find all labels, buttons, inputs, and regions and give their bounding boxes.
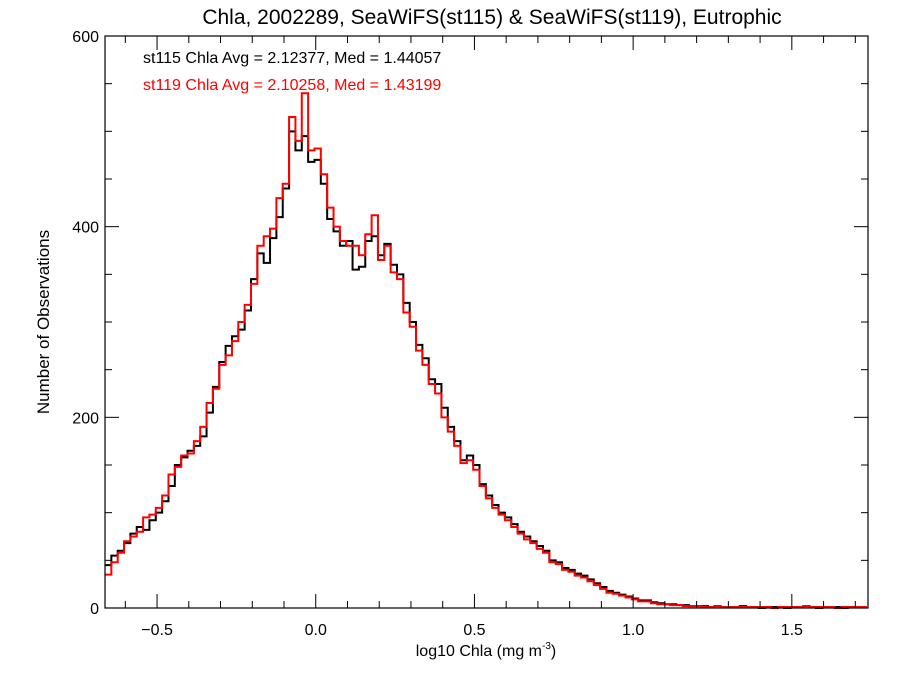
- y-tick-label: 600: [72, 29, 99, 46]
- x-tick-label: 0.0: [305, 622, 327, 639]
- x-axis-label: log10 Chla (mg m-3): [416, 641, 557, 660]
- y-axis-label: Number of Observations: [34, 230, 53, 414]
- annotation-st115: st115 Chla Avg = 2.12377, Med = 1.44057: [143, 50, 441, 67]
- x-axis-label-main: log10 Chla (mg m: [416, 643, 542, 660]
- series-st119: [105, 92, 867, 609]
- chart-title: Chla, 2002289, SeaWiFS(st115) & SeaWiFS(…: [202, 6, 781, 29]
- x-tick-label: −0.5: [141, 622, 173, 639]
- y-tick-label: 200: [72, 410, 99, 427]
- series-layer: [105, 92, 867, 609]
- x-tick-label: 0.5: [463, 622, 485, 639]
- y-axis: 0 200 400 600: [72, 29, 868, 618]
- x-axis: −0.5 0.0 0.5 1.0 1.5: [124, 36, 856, 639]
- y-tick-label: 400: [72, 220, 99, 237]
- x-tick-label: 1.0: [622, 622, 644, 639]
- plot-frame: [104, 35, 869, 609]
- y-tick-label: 0: [90, 601, 99, 618]
- x-axis-label-superscript: -3: [542, 641, 551, 652]
- annotation-st119: st119 Chla Avg = 2.10258, Med = 1.43199: [143, 77, 441, 94]
- x-axis-label-close: ): [551, 643, 556, 660]
- x-tick-label: 1.5: [781, 622, 803, 639]
